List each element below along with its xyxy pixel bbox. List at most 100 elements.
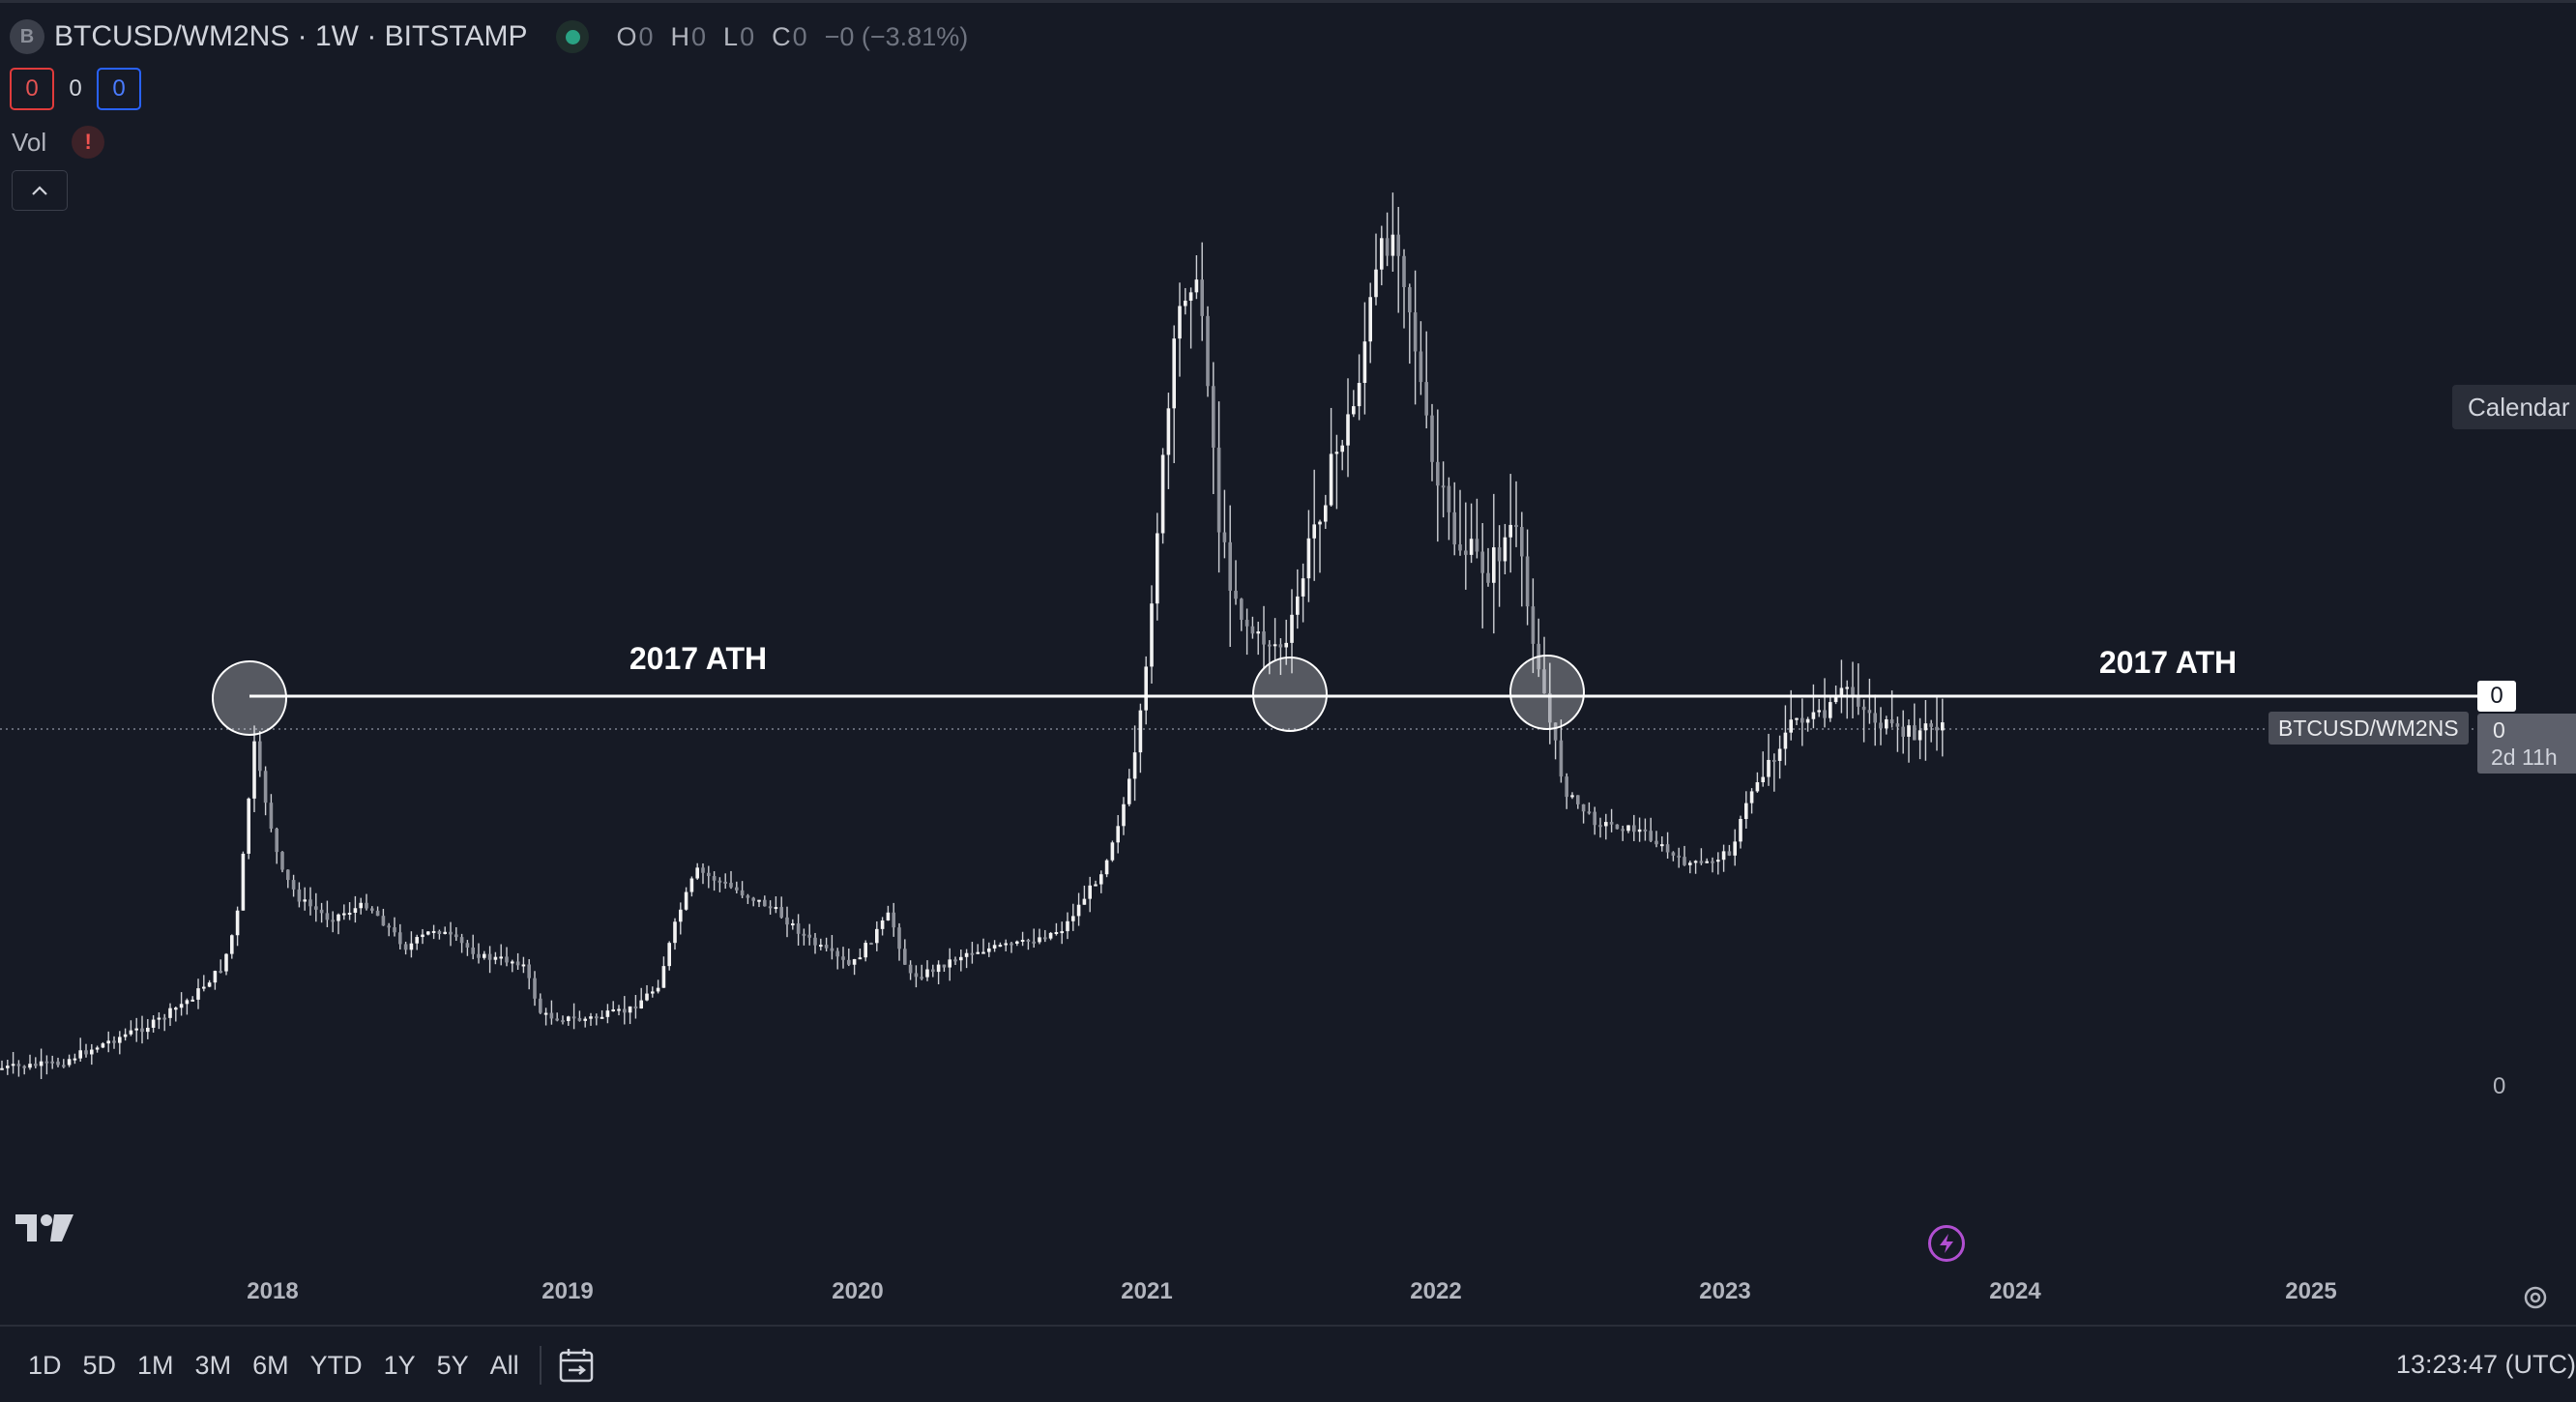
candle-body xyxy=(140,1028,144,1033)
candle-body xyxy=(515,961,520,966)
candle-body xyxy=(953,959,957,962)
candle-body xyxy=(1340,445,1344,453)
candle-body xyxy=(1413,312,1418,352)
candle-body xyxy=(347,913,352,916)
candle-body xyxy=(487,953,492,960)
counter-blue[interactable]: 0 xyxy=(97,68,141,110)
candle-series xyxy=(0,192,1945,1080)
candle-body xyxy=(1352,406,1356,415)
candle-body xyxy=(1829,702,1832,718)
candle-body xyxy=(269,803,274,830)
candle-body xyxy=(712,876,717,881)
candle-body xyxy=(1744,803,1748,820)
time-tick: 2019 xyxy=(542,1278,594,1304)
candle-body xyxy=(1553,722,1558,741)
candle-body xyxy=(684,891,688,910)
candle-body xyxy=(1122,803,1126,827)
candle-body xyxy=(483,953,486,958)
candle-body xyxy=(1845,686,1849,689)
range-3m-button[interactable]: 3M xyxy=(194,1350,232,1380)
candle-body xyxy=(78,1050,82,1059)
range-1m-button[interactable]: 1M xyxy=(137,1350,174,1380)
candle-body xyxy=(651,991,655,994)
tradingview-logo-icon[interactable] xyxy=(15,1212,75,1248)
candle-body xyxy=(1615,824,1620,830)
range-ytd-button[interactable]: YTD xyxy=(309,1350,363,1380)
price-chart[interactable]: 2017 ATH 2017 ATH xyxy=(0,0,2576,1276)
candle-body xyxy=(258,741,262,772)
time-axis[interactable]: 2018 2019 2020 2021 2022 2023 2024 2025 xyxy=(0,1278,2576,1317)
candle-body xyxy=(908,964,913,974)
candle-body xyxy=(1913,725,1917,741)
symbol-legend[interactable]: B BTCUSD/WM2NS · 1W · BITSTAMP O0 H0 L0 … xyxy=(10,15,968,58)
calendar-range-icon[interactable] xyxy=(555,1344,598,1387)
range-5d-button[interactable]: 5D xyxy=(82,1350,117,1380)
range-6m-button[interactable]: 6M xyxy=(252,1350,289,1380)
volume-indicator[interactable]: Vol ! xyxy=(12,126,105,159)
candle-body xyxy=(1475,539,1479,552)
candle-body xyxy=(437,930,442,935)
candle-body xyxy=(168,1008,172,1018)
candle-body xyxy=(577,1017,582,1021)
candle-body xyxy=(162,1017,166,1020)
range-1d-button[interactable]: 1D xyxy=(28,1350,62,1380)
candle-body xyxy=(1587,811,1592,814)
candle-body xyxy=(67,1059,72,1066)
candle-body xyxy=(1357,383,1361,407)
candle-body xyxy=(830,948,834,951)
candle-body xyxy=(1520,527,1524,557)
range-all-button[interactable]: All xyxy=(489,1350,519,1380)
candle-body xyxy=(477,953,481,958)
candle-body xyxy=(1054,932,1059,935)
range-1y-button[interactable]: 1Y xyxy=(383,1350,416,1380)
warning-icon[interactable]: ! xyxy=(72,126,105,159)
symbol-title[interactable]: BTCUSD/WM2NS · 1W · BITSTAMP xyxy=(54,20,528,52)
candle-body xyxy=(44,1061,49,1064)
candle-body xyxy=(1789,719,1793,733)
candle-body xyxy=(1761,776,1765,783)
candle-body xyxy=(375,910,380,917)
candle-body xyxy=(431,930,436,933)
candle-body xyxy=(539,998,542,1013)
candle-body xyxy=(1088,885,1092,899)
candle-body xyxy=(1621,829,1625,832)
candle-body xyxy=(1749,791,1754,803)
candle-body xyxy=(56,1061,60,1066)
candle-body xyxy=(1861,706,1866,711)
candle-body xyxy=(1783,732,1788,749)
collapse-legend-button[interactable] xyxy=(12,170,68,211)
candle-body xyxy=(224,953,228,972)
candle-body xyxy=(1268,644,1272,647)
utc-clock[interactable]: 13:23:47 (UTC) xyxy=(2395,1350,2576,1379)
candle-body xyxy=(774,907,778,910)
candle-body xyxy=(129,1030,133,1035)
candle-body xyxy=(1138,710,1143,753)
candle-body xyxy=(1777,748,1782,761)
candle-body xyxy=(511,961,514,964)
candle-body xyxy=(695,867,699,879)
counter-red[interactable]: 0 xyxy=(10,68,54,110)
gear-icon[interactable] xyxy=(2520,1282,2551,1313)
close-label: C xyxy=(772,21,791,51)
candle-body xyxy=(1329,453,1333,506)
calendar-tag[interactable]: Calendar xyxy=(2452,385,2576,429)
candle-body xyxy=(824,945,829,949)
candle-body xyxy=(1318,521,1322,525)
candle-body xyxy=(735,887,739,891)
candle-body xyxy=(645,993,649,1001)
market-status-icon[interactable] xyxy=(556,20,590,53)
candle-body xyxy=(230,935,234,954)
candle-body xyxy=(106,1040,110,1044)
candle-body xyxy=(50,1061,54,1064)
candle-body xyxy=(785,917,789,925)
lightning-bolt-icon[interactable] xyxy=(1928,1225,1965,1262)
range-5y-button[interactable]: 5Y xyxy=(436,1350,469,1380)
candle-body xyxy=(628,1006,632,1013)
candle-body xyxy=(426,931,430,935)
candle-body xyxy=(247,798,250,854)
candle-body xyxy=(101,1043,105,1048)
candle-body xyxy=(1380,238,1384,270)
candle-body xyxy=(123,1034,128,1037)
candle-body xyxy=(241,853,246,911)
